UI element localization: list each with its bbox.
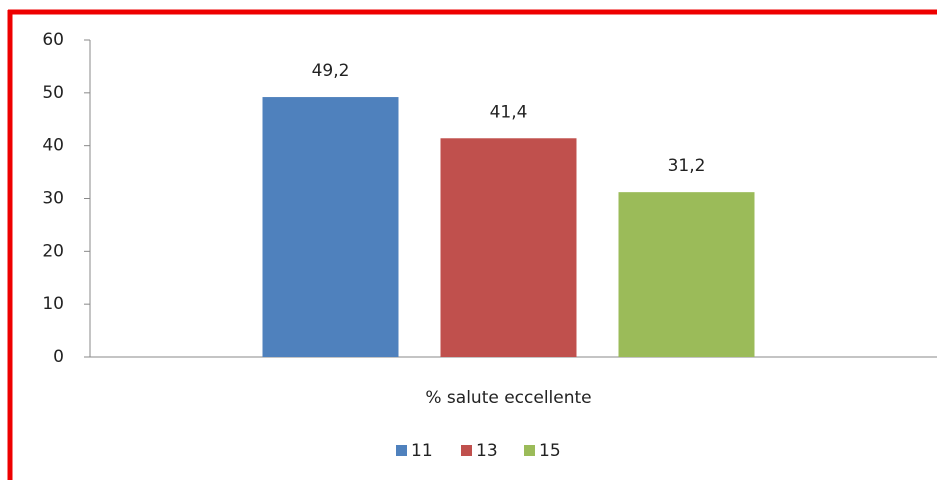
- legend-label: 11: [411, 441, 433, 461]
- legend-label: 13: [476, 441, 498, 461]
- legend-swatch: [461, 445, 472, 456]
- y-tick-label: 50: [42, 83, 64, 103]
- y-tick-label: 60: [42, 30, 64, 50]
- y-tick-label: 10: [42, 294, 64, 314]
- data-label: 49,2: [312, 61, 350, 81]
- legend-swatch: [396, 445, 407, 456]
- bar: [262, 97, 399, 357]
- y-tick-label: 40: [42, 136, 64, 156]
- y-tick-label: 30: [42, 189, 64, 209]
- legend-swatch: [524, 445, 535, 456]
- bar: [618, 192, 755, 357]
- legend-label: 15: [539, 441, 561, 461]
- data-label: 41,4: [490, 102, 528, 122]
- y-tick-label: 0: [53, 347, 64, 367]
- x-tick-label: % salute eccellente: [425, 388, 591, 408]
- data-label: 31,2: [668, 156, 706, 176]
- y-tick-label: 20: [42, 241, 64, 261]
- bar: [440, 138, 577, 357]
